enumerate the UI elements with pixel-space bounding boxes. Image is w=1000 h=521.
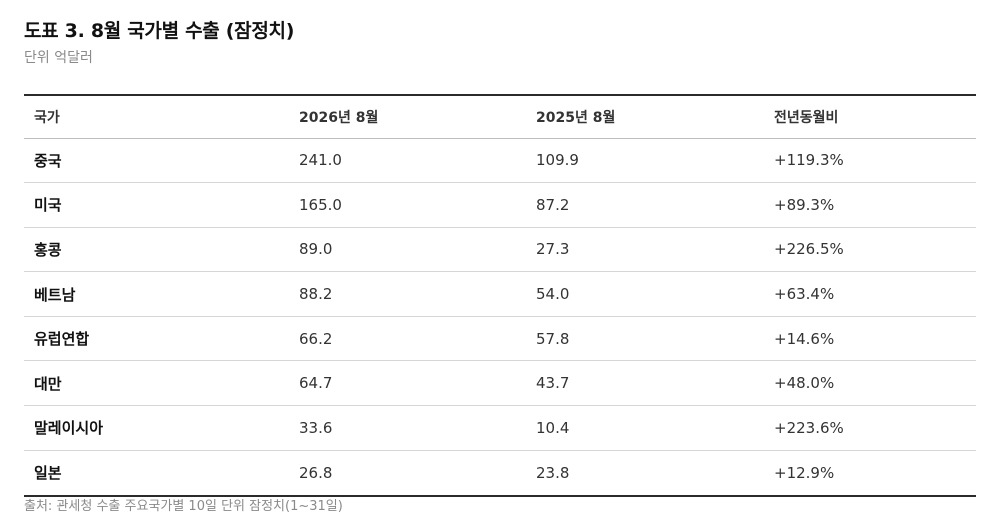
value-2025-cell: 10.4 (526, 405, 764, 451)
value-2025-cell: 57.8 (526, 316, 764, 362)
table-row: 일본 26.8 23.8 +12.9% (24, 450, 976, 495)
table-row: 홍콩 89.0 27.3 +226.5% (24, 227, 976, 273)
value-2025-cell: 109.9 (526, 138, 764, 184)
yoy-change-cell: +14.6% (764, 316, 976, 362)
country-cell: 유럽연합 (24, 316, 289, 362)
yoy-change-cell: +226.5% (764, 227, 976, 273)
value-2026-cell: 33.6 (289, 405, 526, 451)
value-2025-cell: 23.8 (536, 463, 570, 482)
value-2025-cell: 27.3 (526, 227, 764, 273)
table-row: 유럽연합 66.2 57.8 +14.6% (24, 316, 976, 362)
value-2026-cell: 26.8 (299, 463, 333, 482)
value-2025-cell: 43.7 (526, 360, 764, 407)
table-header-row: 국가 2026년 8월 2025년 8월 전년동월비 (24, 96, 976, 139)
value-2025-cell: 87.2 (526, 182, 764, 228)
table-row: 중국 241.0 109.9 +119.3% (24, 138, 976, 184)
yoy-change-cell: +119.3% (764, 138, 976, 184)
country-cell: 일본 (34, 464, 62, 483)
country-cell: 말레이시아 (24, 405, 289, 451)
value-2026-cell: 241.0 (289, 138, 526, 184)
column-header-country: 국가 (24, 96, 289, 139)
yoy-change-cell: +48.0% (764, 360, 976, 407)
country-cell: 베트남 (24, 271, 289, 317)
table-row: 베트남 88.2 54.0 +63.4% (24, 271, 976, 317)
value-2026-cell: 88.2 (289, 271, 526, 317)
page-title: 도표 3. 8월 국가별 수출 (잠정치) (24, 20, 295, 42)
export-table: 국가 2026년 8월 2025년 8월 전년동월비 중국 241.0 109.… (24, 94, 976, 497)
column-header-2026-aug: 2026년 8월 (289, 96, 526, 139)
yoy-change-cell: +12.9% (774, 463, 835, 482)
yoy-change-cell: +89.3% (764, 182, 976, 228)
table-row: 대만 64.7 43.7 +48.0% (24, 360, 976, 407)
country-cell: 홍콩 (24, 227, 289, 273)
country-cell: 미국 (24, 182, 289, 228)
table-row: 미국 165.0 87.2 +89.3% (24, 182, 976, 228)
column-header-2025-aug: 2025년 8월 (526, 96, 764, 139)
value-2026-cell: 89.0 (289, 227, 526, 273)
yoy-change-cell: +63.4% (764, 271, 976, 317)
country-cell: 중국 (24, 138, 289, 184)
unit-label: 단위 억달러 (24, 50, 93, 66)
value-2026-cell: 165.0 (289, 182, 526, 228)
value-2025-cell: 54.0 (526, 271, 764, 317)
source-note: 출처: 관세청 수출 주요국가별 10일 단위 잠정치(1~31일) (24, 499, 343, 514)
value-2026-cell: 66.2 (289, 316, 526, 362)
column-header-yoy: 전년동월비 (764, 96, 976, 139)
yoy-change-cell: +223.6% (764, 405, 976, 451)
country-cell: 대만 (24, 360, 289, 407)
value-2026-cell: 64.7 (289, 360, 526, 407)
table-row: 말레이시아 33.6 10.4 +223.6% (24, 405, 976, 451)
